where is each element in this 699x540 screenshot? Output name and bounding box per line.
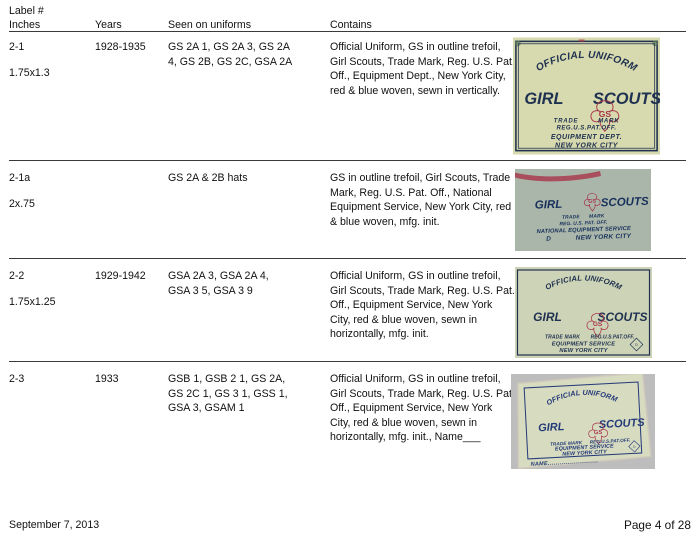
svg-text:REG.U.S.PAT.OFF.: REG.U.S.PAT.OFF. [556, 124, 616, 131]
svg-text:SCOUTS: SCOUTS [598, 417, 645, 431]
svg-text:REG.U.S.PAT.OFF.: REG.U.S.PAT.OFF. [591, 335, 635, 341]
svg-text:D: D [546, 236, 551, 243]
svg-text:SCOUTS: SCOUTS [601, 196, 650, 210]
svg-text:EQUIPMENT DEPT.: EQUIPMENT DEPT. [551, 134, 622, 141]
svg-text:SCOUTS: SCOUTS [593, 90, 660, 108]
svg-text:TRADE MARK: TRADE MARK [545, 335, 580, 341]
svg-text:GS: GS [593, 321, 603, 328]
svg-text:EQUIPMENT SERVICE: EQUIPMENT SERVICE [552, 342, 616, 348]
svg-text:GIRL: GIRL [533, 310, 562, 324]
svg-text:NEW YORK CITY: NEW YORK CITY [555, 143, 619, 150]
svg-text:GIRL: GIRL [535, 199, 563, 212]
svg-text:GIRL: GIRL [538, 421, 565, 434]
svg-text:GS: GS [594, 430, 603, 436]
svg-text:GS: GS [588, 199, 596, 205]
svg-text:SCOUTS: SCOUTS [597, 310, 647, 324]
svg-text:NEW YORK CITY: NEW YORK CITY [559, 348, 608, 354]
svg-text:GIRL: GIRL [524, 90, 563, 108]
